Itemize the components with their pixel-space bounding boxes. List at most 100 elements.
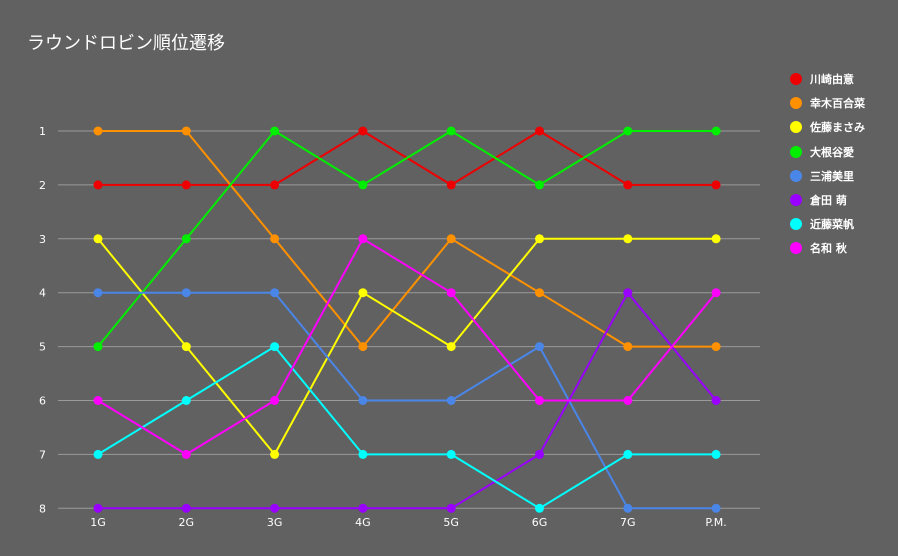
legend: 川崎由意 幸木百合菜 佐藤まさみ 大根谷愛 三浦美里 倉田 萌近藤菜帆 名和 秋 <box>790 67 865 261</box>
legend-item: 大根谷愛 <box>790 140 865 164</box>
series-line <box>97 130 717 348</box>
data-point <box>358 180 368 190</box>
data-point <box>535 234 544 244</box>
legend-item: 川崎由意 <box>790 67 865 91</box>
data-point <box>623 288 633 298</box>
data-point <box>711 449 721 459</box>
legend-label: 大根谷愛 <box>810 145 854 159</box>
data-point <box>93 396 103 405</box>
legend-marker <box>790 121 802 134</box>
data-point <box>446 288 456 298</box>
x-tick-label: 3G <box>267 516 283 529</box>
data-point <box>623 234 633 244</box>
data-point <box>711 288 721 298</box>
x-tick-label: 6G <box>532 516 548 529</box>
data-point <box>181 396 191 405</box>
data-point <box>535 449 544 459</box>
series-line <box>98 130 717 348</box>
data-point <box>711 180 721 190</box>
data-point <box>358 396 368 405</box>
legend-label: 近藤菜帆 <box>810 218 854 232</box>
data-point <box>623 180 633 190</box>
x-tick-label: P.M. <box>705 516 726 529</box>
data-point <box>535 288 544 298</box>
data-point <box>270 288 280 298</box>
legend-item: 三浦美里 <box>790 164 865 188</box>
data-point <box>270 449 280 459</box>
data-point <box>93 503 103 513</box>
legend-item: 近藤菜帆 <box>790 212 865 236</box>
y-tick-label: 4 <box>39 287 46 300</box>
data-point <box>623 342 633 352</box>
data-point <box>446 396 456 405</box>
data-point <box>270 503 280 513</box>
y-axis-tick-labels: 1 2 3 4 5 6 7 8 <box>39 125 46 515</box>
data-point <box>181 234 191 244</box>
data-point <box>446 126 456 136</box>
y-tick-label: 7 <box>39 448 46 461</box>
series-8 <box>93 234 721 459</box>
legend-item: 幸木百合菜 <box>790 91 865 115</box>
data-point <box>181 449 191 459</box>
y-tick-label: 6 <box>39 395 46 408</box>
legend-label: 幸木百合菜 <box>810 97 865 111</box>
legend-marker <box>790 242 802 255</box>
data-point <box>535 503 544 513</box>
data-point <box>711 396 721 405</box>
legend-marker <box>790 194 802 207</box>
y-tick-label: 5 <box>39 341 46 354</box>
data-point <box>623 449 633 459</box>
x-tick-label: 2G <box>179 516 195 529</box>
data-point <box>446 449 456 459</box>
x-tick-label: 7G <box>620 516 636 529</box>
data-point <box>93 126 103 136</box>
data-point <box>93 234 103 244</box>
data-point <box>711 503 721 513</box>
data-point <box>446 180 456 190</box>
data-point <box>623 396 633 405</box>
data-point <box>93 180 103 190</box>
data-point <box>358 234 368 244</box>
x-tick-label: 1G <box>90 516 106 529</box>
series-7 <box>93 342 721 513</box>
series-line <box>97 345 717 510</box>
data-point <box>358 126 368 136</box>
y-tick-label: 8 <box>39 502 46 515</box>
data-point <box>446 342 456 352</box>
data-point <box>181 126 191 136</box>
data-point <box>358 288 368 298</box>
data-point <box>93 288 103 298</box>
data-point <box>358 449 368 459</box>
data-point <box>270 342 280 352</box>
y-tick-label: 2 <box>39 179 46 192</box>
x-tick-label: 5G <box>443 516 459 529</box>
series-3 <box>93 234 721 459</box>
legend-marker <box>790 145 802 158</box>
series-lines <box>93 126 721 513</box>
data-point <box>358 503 368 513</box>
data-point <box>711 234 721 244</box>
data-point <box>358 342 368 352</box>
y-tick-label: 3 <box>39 233 46 246</box>
data-point <box>181 288 191 298</box>
legend-marker <box>790 218 802 231</box>
data-point <box>93 449 103 459</box>
data-point <box>535 180 544 190</box>
series-5 <box>93 288 721 513</box>
legend-label: 三浦美里 <box>810 169 854 183</box>
data-point <box>181 342 191 352</box>
legend-label: 名和 秋 <box>810 242 847 256</box>
data-point <box>535 126 544 136</box>
legend-marker <box>790 97 802 110</box>
data-point <box>446 234 456 244</box>
series-line <box>97 237 717 456</box>
data-point <box>181 503 191 513</box>
legend-marker <box>790 169 802 182</box>
data-point <box>446 503 456 513</box>
data-point <box>535 342 544 352</box>
legend-label: 倉田 萌 <box>810 194 847 208</box>
data-point <box>270 126 280 136</box>
data-point <box>711 342 721 352</box>
data-point <box>270 234 280 244</box>
